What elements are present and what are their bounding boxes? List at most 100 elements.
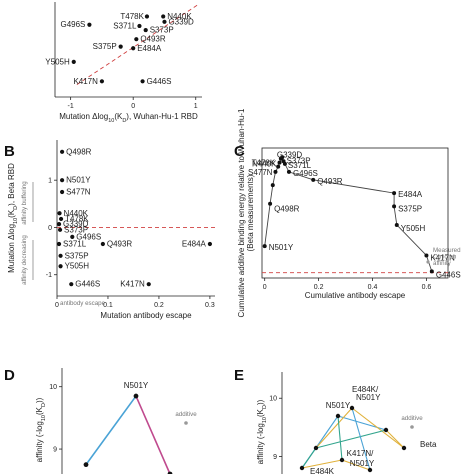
- panel-b-label-k417n: K417N: [120, 280, 145, 289]
- panel-e-node: [349, 405, 355, 411]
- panel-a-point-g339d: [162, 19, 167, 24]
- panel-e-label-k417n-n501y-2: N501Y: [350, 459, 375, 468]
- panel-b-point-g496s: [70, 234, 75, 240]
- panel-b-point-q493r: [100, 241, 105, 247]
- panel-a-x-tick-label: 0: [131, 103, 135, 110]
- panel-b-point-s371l: [56, 241, 62, 247]
- panel-b-point-n440k: [57, 211, 62, 216]
- panel-a-label-t478k: T478K: [120, 12, 144, 21]
- panel-a-diagonal-line: [76, 3, 200, 85]
- panel-e-label-e484k-n501y-2: N501Y: [356, 393, 381, 402]
- panel-c-label-n501y: N501Y: [269, 243, 294, 252]
- panel-a-point-e484a: [131, 46, 136, 51]
- panel-b-point-t478k: [58, 216, 64, 222]
- panel-e-node: [339, 457, 345, 463]
- panel-e-link: [385, 429, 405, 449]
- panel-c-label-s477n: S477N: [248, 168, 273, 177]
- panel-c-label-n440k: N440K: [252, 160, 277, 169]
- panel-c-point-q493r: [311, 177, 316, 182]
- panel-a-label-e484a: E484A: [137, 44, 162, 53]
- panel-e-link: [337, 415, 387, 431]
- panel-b-label-g446s: G446S: [75, 280, 100, 289]
- panel-b-label-q493r: Q493R: [107, 240, 133, 249]
- panel-c-x-tick-label: 0.6: [422, 284, 432, 291]
- panel-b-label-g496s: G496S: [76, 232, 101, 241]
- panel-b-side-label-decreasing: affinity decreasing: [21, 235, 28, 285]
- panel-e-y-tick-label: 9: [273, 454, 277, 461]
- panel-b-label-n501y: N501Y: [66, 176, 91, 185]
- panel-e-label-k417n-n501y-1: K417N/: [347, 449, 374, 458]
- panel-c-y-axis-label-line2: (Beta measurements): [246, 174, 255, 251]
- panel-e-additive-marker: [410, 425, 414, 429]
- panel-b-point-s373p: [57, 227, 63, 232]
- panel-b-point-y505h: [58, 264, 63, 269]
- panel-c-label-g339d: G339D: [277, 151, 303, 160]
- panel-a-label-g496s: G496S: [60, 20, 85, 29]
- panel-e-y-axis-label: affinity (-log10(KD)): [256, 399, 268, 464]
- panel-a-point-s371l: [137, 23, 142, 29]
- panel-c-point-s371l: [282, 161, 287, 166]
- panel-b-x-tick-label: 0.2: [154, 302, 164, 309]
- panel-b-label-s375p: S375P: [65, 251, 89, 260]
- panel-e-node: [401, 445, 407, 451]
- panel-c-label-e484a: E484A: [398, 190, 423, 199]
- panel-c-point-s375p: [392, 204, 397, 209]
- panel-d-y-tick-label: 10: [49, 384, 57, 391]
- panel-a-label-n440k: N440K: [167, 12, 192, 21]
- panel-e-label-n501y: N501Y: [326, 401, 351, 410]
- panel-b-x-tick-label: 0: [55, 302, 59, 309]
- panel-c-y-axis-label: Cumulative additive binding energy relat…: [237, 108, 246, 317]
- panel-e-node: [383, 427, 389, 433]
- panel-c-x-tick-label: 0.2: [314, 284, 324, 291]
- panel-a-x-axis-label: Mutation Δlog10(KD), Wuhan-Hu-1 RBD: [59, 112, 198, 124]
- panel-c-label-g446s: G446S: [436, 270, 461, 279]
- panel-c-label-y505h: Y505H: [401, 224, 426, 233]
- panel-a-label-s375p: S375P: [93, 42, 117, 51]
- panel-e-link: [341, 459, 371, 471]
- panel-a-point-t478k: [144, 14, 150, 19]
- panel-e-link: [301, 459, 343, 469]
- panel-d-letter: D: [4, 367, 15, 384]
- panel-a-point-y505h: [71, 59, 76, 64]
- panel-c-label-t478k: T478K: [252, 159, 276, 168]
- panel-a-label-y505h: Y505H: [45, 57, 70, 66]
- panel-b-label-t478k: T478K: [65, 214, 89, 223]
- panel-e-additive-label: additive: [401, 415, 423, 422]
- panel-a-x-tick-label: -1: [68, 103, 74, 110]
- panel-a-point-n440k: [161, 14, 166, 19]
- panel-d-point: [83, 462, 89, 468]
- panel-c-label-q498r: Q498R: [274, 205, 300, 214]
- panel-b-y-tick-label: 1: [48, 178, 52, 185]
- panel-c-x-tick-label: 0: [263, 284, 267, 291]
- panel-e-y-tick-label: 10: [269, 396, 277, 403]
- panel-a-label-q493r: Q493R: [140, 35, 166, 44]
- panel-e-label-e484k-n501y-1: E484K/: [352, 385, 379, 394]
- panel-c-label-s371l: S371L: [288, 161, 312, 170]
- panel-b-point-s477n: [59, 189, 65, 195]
- panel-c-trajectory-line: [264, 156, 433, 272]
- panel-a-x-tick-label: 1: [194, 103, 198, 110]
- panel-c-point-k417n: [424, 253, 429, 258]
- panel-c-point-g496s: [286, 169, 291, 174]
- panel-b-point-q498r: [59, 149, 65, 154]
- panel-c-point-g446s: [429, 269, 434, 274]
- panel-e-node: [367, 467, 373, 473]
- panel-b-x-tick-label: 0.3: [205, 302, 215, 309]
- panel-b-label-s477n: S477N: [66, 188, 91, 197]
- panel-c-legend-line2: Omicron: [433, 254, 457, 261]
- panel-a-point-s373p: [143, 27, 148, 33]
- panel-b-point-k417n: [146, 282, 151, 287]
- panel-c-point-n501y: [262, 244, 267, 249]
- panel-e-label-beta: Beta: [420, 440, 437, 449]
- panel-a-label-g446s: G446S: [147, 77, 172, 86]
- panel-d-additive-label: additive: [175, 411, 197, 418]
- panel-a-label-s373p: S373P: [150, 26, 174, 35]
- panel-d-point: [167, 471, 173, 474]
- panel-e-link: [351, 407, 371, 471]
- panel-e-link: [351, 407, 405, 449]
- panel-a-label-s371l: S371L: [113, 21, 137, 30]
- panel-e-node: [313, 445, 319, 451]
- panel-a-label-g339d: G339D: [168, 17, 194, 26]
- panel-b-label-s371l: S371L: [63, 240, 87, 249]
